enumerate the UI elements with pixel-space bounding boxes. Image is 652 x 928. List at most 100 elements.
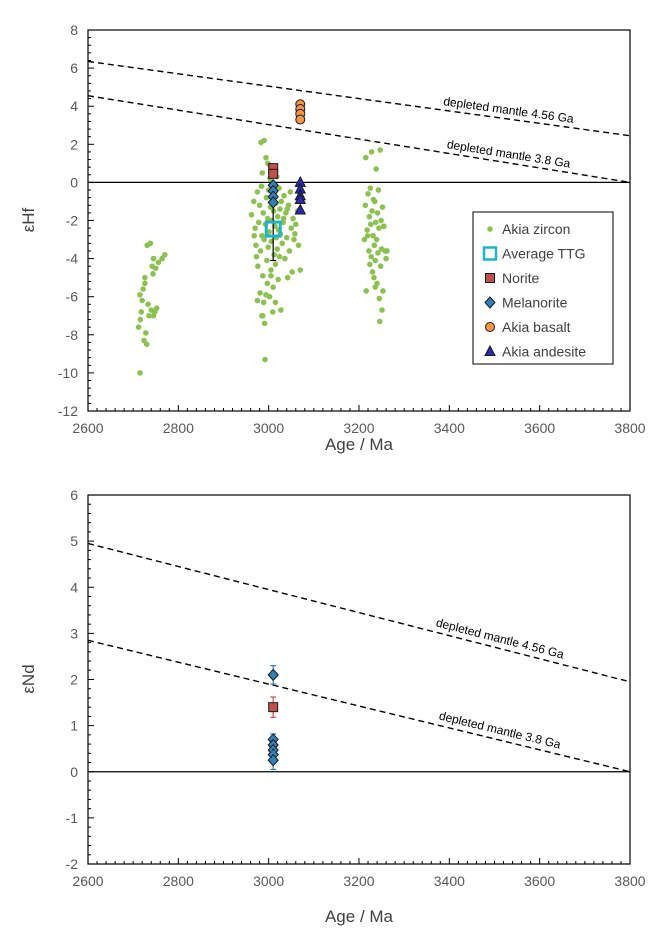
ehf-point-akia-zircon [271, 251, 277, 258]
ehf-x-tick-label: 2800 [163, 420, 194, 436]
ehf-point-akia-zircon [371, 242, 378, 249]
ehf-point-akia-zircon [248, 211, 255, 218]
ehf-point-akia-zircon [289, 269, 295, 275]
ehf-point-akia-basalt [295, 114, 306, 125]
ehf-point-akia-zircon [147, 240, 154, 247]
end-x-tick-label: 3000 [253, 873, 284, 889]
ehf-point-akia-zircon [137, 316, 144, 323]
ehf-point-akia-andesite [294, 203, 307, 215]
ehf-point-akia-zircon [375, 250, 381, 256]
ehf-point-akia-zircon [263, 291, 269, 298]
ehf-x-tick-label: 2600 [72, 420, 103, 436]
ehf-point-melanorite [267, 196, 279, 209]
ehf-point-akia-zircon [372, 257, 379, 264]
legend-label-norite: Norite [502, 270, 540, 286]
ehf-point-akia-zircon [369, 269, 376, 275]
ehf-y-tick-label: 0 [70, 174, 78, 190]
end-y-tick-label: -1 [66, 810, 79, 826]
ehf-point-akia-zircon [374, 210, 381, 216]
ehf-point-akia-zircon [146, 312, 152, 319]
ehf-point-akia-zircon [370, 232, 376, 239]
ehf-point-akia-zircon [379, 307, 385, 313]
ehf-point-akia-zircon [377, 263, 384, 270]
ehf-point-akia-zircon [276, 253, 283, 260]
ehf-point-akia-zircon [291, 236, 297, 243]
end-x-tick-label: 2800 [163, 873, 194, 889]
ehf-point-akia-zircon [269, 309, 276, 315]
ehf-point-akia-zircon [155, 259, 162, 266]
ehf-point-akia-zircon [366, 248, 372, 254]
legend-box [472, 211, 614, 365]
ehf-point-akia-zircon [367, 185, 374, 191]
ehf-point-akia-zircon [372, 284, 379, 290]
ehf-point-akia-zircon [265, 244, 272, 250]
ehf-y-tick-label: -2 [66, 213, 79, 229]
ehf-y-tick-label: 4 [70, 98, 78, 114]
end-x-tick-label: 3600 [524, 873, 555, 889]
ehf-y-axis-title: εHf [19, 207, 38, 232]
ehf-y-tick-label: 2 [70, 136, 78, 152]
end-series-melanorite [267, 665, 279, 771]
legend-marker-akia-andesite [484, 344, 496, 356]
ehf-point-akia-zircon [384, 248, 390, 254]
ehf-point-akia-zircon [142, 274, 148, 281]
legend-label-average-ttg: Average TTG [502, 246, 586, 262]
ehf-point-akia-zircon [377, 147, 384, 153]
ehf-point-akia-zircon [263, 154, 269, 161]
ehf-y-tick-label: -12 [58, 403, 78, 419]
ehf-point-akia-zircon [367, 221, 374, 228]
ehf-point-akia-zircon [252, 225, 258, 231]
end-y-tick-label: 2 [70, 672, 78, 688]
ehf-point-akia-zircon [379, 204, 386, 210]
end-plot-area [87, 494, 631, 865]
ehf-point-akia-zircon [256, 202, 263, 209]
end-x-tick-label: 3800 [614, 873, 645, 889]
ehf-point-akia-zircon [140, 286, 146, 292]
ehf-point-akia-zircon [380, 288, 386, 294]
ehf-point-akia-zircon [261, 236, 267, 243]
ehf-point-akia-zircon [253, 242, 259, 249]
ehf-point-akia-zircon [272, 299, 279, 306]
ehf-y-tick-label: -8 [66, 327, 79, 343]
legend-marker-akia-basalt [485, 322, 495, 332]
end-point-norite [268, 702, 279, 713]
ehf-point-akia-zircon [362, 202, 369, 209]
ehf-point-akia-zircon [364, 232, 371, 239]
ehf-point-akia-zircon [280, 215, 287, 222]
ehf-point-akia-zircon [259, 170, 266, 176]
ehf-point-akia-zircon [145, 301, 151, 308]
ehf-point-akia-zircon [257, 290, 263, 296]
ehf-point-akia-zircon [258, 183, 265, 190]
ehf-point-akia-zircon [268, 272, 274, 279]
ehf-point-akia-zircon [373, 166, 379, 172]
ehf-point-akia-zircon [283, 234, 290, 241]
ehf-point-akia-zircon [137, 291, 143, 298]
ehf-point-akia-zircon [142, 280, 148, 287]
ehf-x-tick-label: 3400 [434, 420, 465, 436]
ehf-point-akia-zircon [381, 223, 387, 230]
ehf-point-akia-zircon [367, 261, 373, 268]
end-dm-line-1 [87, 542, 631, 683]
ehf-point-akia-zircon [288, 225, 295, 231]
ehf-y-tick-label: -6 [66, 289, 79, 305]
ehf-point-akia-zircon [266, 229, 272, 235]
ehf-point-akia-zircon [277, 206, 283, 212]
ehf-point-akia-zircon [363, 288, 370, 294]
ehf-point-akia-zircon [279, 240, 286, 247]
legend-marker-norite [485, 273, 495, 283]
ehf-point-akia-zircon [365, 191, 371, 197]
end-y-tick-label: 1 [70, 718, 78, 734]
ehf-x-axis-title: Age / Ma [325, 435, 394, 454]
ehf-point-akia-zircon [153, 305, 160, 311]
ehf-dm-line-1 [87, 60, 631, 137]
ehf-series-akia-zircon [135, 137, 390, 376]
ehf-x-tick-label: 3200 [343, 420, 374, 436]
end-y-tick-label: -2 [66, 856, 79, 872]
legend-marker-average-ttg [482, 246, 498, 261]
ehf-point-akia-zircon [150, 271, 156, 277]
ehf-point-akia-zircon [254, 297, 261, 304]
ehf-series-melanorite [267, 179, 279, 209]
legend-marker-melanorite [484, 296, 496, 309]
ehf-point-akia-zircon [366, 213, 373, 220]
ehf-point-akia-zircon [282, 255, 288, 262]
